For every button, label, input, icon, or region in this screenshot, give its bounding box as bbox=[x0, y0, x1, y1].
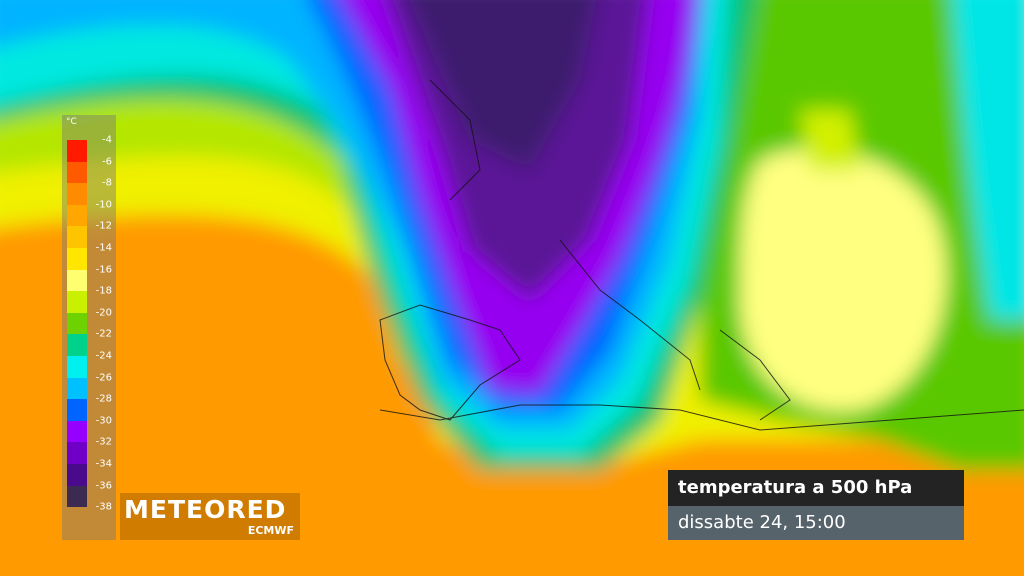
brand-source: ECMWF bbox=[247, 524, 294, 537]
legend-swatch bbox=[67, 464, 87, 486]
legend-swatch bbox=[67, 204, 87, 227]
legend-label: -16 bbox=[95, 264, 112, 276]
legend-swatch bbox=[67, 356, 87, 378]
legend-swatch bbox=[67, 161, 87, 184]
legend-swatch bbox=[67, 442, 87, 464]
legend-label: -34 bbox=[95, 458, 112, 470]
caption-time: dissabte 24, 15:00 bbox=[668, 506, 964, 540]
legend-swatch bbox=[67, 399, 87, 421]
caption: temperatura a 500 hPa dissabte 24, 15:00 bbox=[668, 470, 964, 540]
core-area bbox=[408, 0, 596, 170]
legend-swatch bbox=[67, 334, 87, 356]
britain bbox=[429, 79, 481, 201]
legend-label: -20 bbox=[95, 307, 112, 319]
legend-unit: °C bbox=[66, 117, 77, 127]
legend-swatch bbox=[67, 226, 87, 248]
legend-label: -28 bbox=[95, 393, 112, 405]
east-yellowgreen-area bbox=[800, 110, 860, 170]
legend-label: -6 bbox=[102, 156, 112, 168]
east-lightyellow-area bbox=[740, 148, 947, 412]
iberia bbox=[379, 304, 521, 421]
italy bbox=[559, 239, 701, 391]
legend-swatch bbox=[67, 312, 87, 335]
legend-label: -12 bbox=[95, 220, 112, 232]
legend-swatch bbox=[67, 140, 87, 162]
legend-label: -22 bbox=[95, 328, 112, 340]
east-cyan-area bbox=[951, 0, 1024, 320]
legend-label: -10 bbox=[95, 199, 112, 211]
legend-label: -38 bbox=[95, 501, 112, 513]
legend-label: -18 bbox=[95, 285, 112, 297]
greece bbox=[719, 329, 791, 421]
legend-swatch bbox=[67, 377, 87, 400]
legend-label: -4 bbox=[102, 134, 112, 146]
legend-label: -24 bbox=[95, 350, 112, 362]
legend-label: -26 bbox=[95, 372, 112, 384]
coastlines bbox=[379, 79, 1024, 431]
north-africa-coast bbox=[379, 404, 1024, 431]
legend-label: -30 bbox=[95, 415, 112, 427]
legend: °C -4 -6 -8 -10 -12 -14 -16 -18 -20 -22 -24 -26 -28 -… bbox=[62, 115, 116, 540]
legend-swatch bbox=[67, 420, 87, 443]
legend-swatch bbox=[67, 485, 87, 508]
legend-label: -32 bbox=[95, 436, 112, 448]
brand-name: METEORED bbox=[124, 495, 287, 524]
legend-label: -36 bbox=[95, 480, 112, 492]
legend-swatch bbox=[67, 291, 87, 313]
legend-label: -8 bbox=[102, 177, 112, 189]
legend-swatch bbox=[67, 269, 87, 292]
legend-label: -14 bbox=[95, 242, 112, 254]
legend-swatch bbox=[67, 248, 87, 270]
legend-swatch bbox=[67, 183, 87, 205]
brand: METEORED ECMWF bbox=[120, 493, 300, 540]
caption-title: temperatura a 500 hPa bbox=[668, 470, 964, 506]
